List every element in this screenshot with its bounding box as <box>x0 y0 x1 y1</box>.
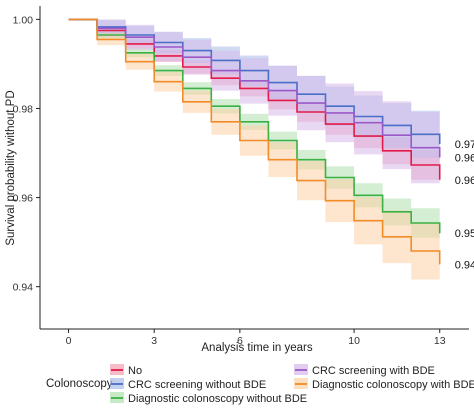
series-line-3 <box>68 18 441 158</box>
legend-label: Diagnostic colonoscopy with BDE <box>312 379 474 391</box>
end-value-label-3: 0.969 <box>455 152 474 164</box>
x-tick-label: 0 <box>66 335 72 347</box>
y-axis-title: Survival probability without PD <box>5 90 17 245</box>
end-value-label-0: 0.964 <box>455 175 474 187</box>
legend-label: Diagnostic colonoscopy without BDE <box>128 393 307 405</box>
axes: 0 3 6 10 13 0.94 0.96 0.98 1.00 <box>13 6 469 347</box>
y-tick-label: 1.00 <box>13 14 34 26</box>
legend-label: CRC screening without BDE <box>128 379 266 391</box>
x-axis-title: Analysis time in years <box>201 342 312 354</box>
legend-label: No <box>128 365 142 377</box>
legend-title: Colonoscopy <box>46 378 113 390</box>
ci-band-3 <box>68 19 440 196</box>
end-value-label-1: 0.972 <box>455 139 474 151</box>
y-tick-label: 0.98 <box>13 103 34 115</box>
x-tick-label: 6 <box>237 335 243 347</box>
plot-area: 0.964 0.972 0.952 0.969 0.945 <box>68 18 474 297</box>
y-tick-label: 0.96 <box>13 193 34 205</box>
end-value-label-4: 0.945 <box>455 259 474 271</box>
series-line-2 <box>68 18 441 234</box>
x-tick-label: 3 <box>151 335 157 347</box>
legend: Colonoscopy No CRC screening with BDE CRC … <box>46 364 474 405</box>
legend-label: CRC screening with BDE <box>312 365 435 377</box>
y-tick-label: 0.94 <box>13 282 34 294</box>
x-tick-label: 10 <box>348 335 360 347</box>
x-tick-label: 13 <box>434 335 446 347</box>
ci-band-4 <box>68 19 440 297</box>
end-value-label-2: 0.952 <box>455 228 474 240</box>
series-line-4 <box>68 18 441 265</box>
